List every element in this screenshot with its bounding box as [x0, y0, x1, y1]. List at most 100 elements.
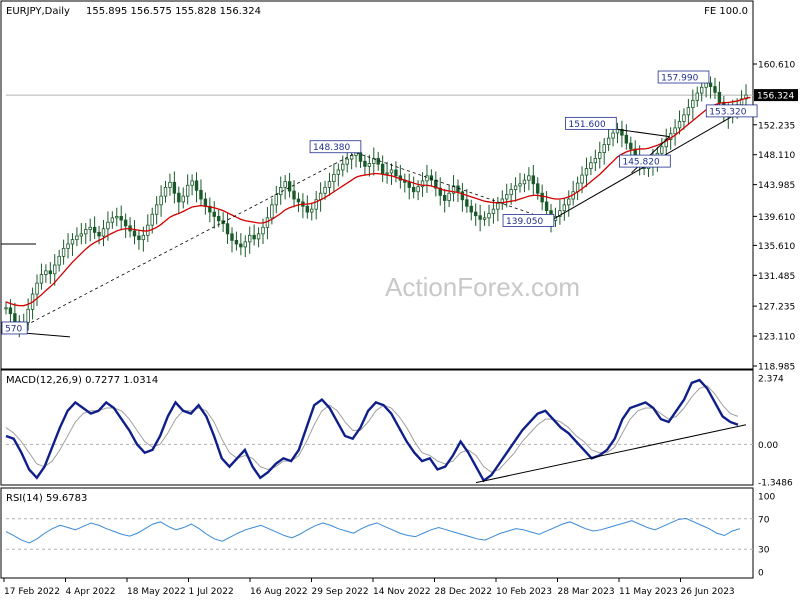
candle-body [101, 228, 106, 237]
x-tick-label: 29 Sep 2022 [312, 587, 369, 597]
macd-trendline [475, 424, 747, 484]
candle-body [66, 243, 70, 249]
candle-body [296, 198, 301, 203]
candle-body [168, 181, 172, 188]
candle-body [363, 160, 367, 167]
price-annotation-box [502, 214, 555, 227]
symbol-label: EURJPY,Daily [6, 6, 70, 17]
rsi-tick-label: 30 [758, 546, 770, 556]
candle-body [677, 120, 682, 129]
candle-body [482, 217, 487, 220]
candle-body [234, 239, 239, 245]
triangle-line [617, 128, 670, 138]
price-tick-label: 160.610 [758, 61, 795, 71]
candle-body [704, 82, 708, 88]
price-annotation-box [705, 104, 758, 118]
candle-body [682, 114, 686, 122]
price-annotation: 151.600 [568, 120, 605, 130]
candle-body [270, 204, 274, 219]
candle-body [274, 194, 278, 206]
price-tick-label: 131.485 [758, 272, 795, 282]
candle-body [177, 192, 181, 203]
candle-body [500, 198, 504, 204]
x-tick-label: 28 Mar 2023 [558, 587, 615, 597]
candle-body [97, 231, 101, 237]
candle-body [496, 202, 500, 210]
candle-body [199, 189, 203, 200]
candle-body [593, 157, 598, 164]
candle-body [598, 152, 602, 159]
rsi-tick-label: 100 [758, 493, 775, 503]
candle-body [110, 217, 115, 223]
x-tick-label: 17 Feb 2022 [4, 587, 60, 597]
candle-body [8, 307, 13, 315]
rsi-title: RSI(14) 59.6783 [6, 493, 87, 504]
price-annotation: 139.050 [506, 217, 543, 227]
candle-body [358, 152, 363, 162]
candle-body [505, 194, 509, 200]
candle-body [57, 255, 61, 266]
last-price-label: 156.324 [757, 92, 794, 102]
macd-tick-label: -1.3486 [758, 479, 793, 489]
candle-body [327, 181, 332, 188]
candle-body [314, 199, 318, 210]
candle-body [451, 185, 456, 194]
price-tick-label: 148.110 [758, 151, 795, 161]
candle-body [380, 163, 385, 175]
candle-body [243, 241, 247, 248]
candle-body [48, 270, 53, 275]
candle-body [310, 208, 314, 213]
axis-layer: 160.610 156.324 152.235 148.110 143.985 139.6… [3, 61, 798, 597]
candle-body [567, 198, 571, 206]
macd-layer [5, 378, 753, 484]
candle-body [602, 144, 606, 153]
candle-body [420, 180, 425, 188]
candle-body [624, 134, 629, 144]
candle-body [88, 226, 92, 230]
candle-body [53, 264, 57, 275]
price-annotation: 570 [5, 324, 22, 334]
candle-body [620, 128, 624, 136]
candle-body [611, 132, 615, 139]
fib-dashed-line [355, 152, 552, 221]
candle-body [190, 180, 194, 186]
price-tick-label: 127.235 [758, 303, 795, 313]
x-tick-label: 16 Aug 2022 [250, 587, 308, 597]
candle-body [411, 187, 416, 193]
candle-body [478, 215, 482, 220]
price-panel [0, 0, 754, 370]
candle-body [239, 243, 243, 248]
candle-body [558, 210, 562, 217]
candle-body [70, 239, 75, 245]
candle-body [208, 205, 212, 213]
candle-body [13, 313, 17, 323]
price-tick-label: 152.235 [758, 121, 795, 131]
candle-body [469, 205, 473, 213]
last-price-box [754, 89, 798, 102]
candle-body [287, 181, 292, 192]
candle-body [487, 213, 491, 219]
candle-body [349, 155, 354, 160]
candle-body [185, 184, 190, 197]
candle-body [79, 233, 84, 237]
candle-body [154, 204, 159, 215]
x-tick-label: 14 Nov 2022 [373, 587, 431, 597]
price-annotation: 153.320 [709, 107, 746, 117]
candle-body [376, 157, 380, 165]
x-tick-label: 4 Apr 2022 [66, 587, 116, 597]
candle-body [44, 270, 48, 275]
candle-body [203, 198, 208, 207]
candle-body [61, 247, 66, 257]
macd-line [5, 378, 739, 483]
candle-body [252, 234, 256, 240]
candle-body [292, 190, 296, 200]
candle-body [660, 146, 664, 154]
ohlc-values: 155.895 156.575 155.828 156.324 [86, 6, 261, 17]
candle-body [115, 216, 119, 219]
fib-dashed-line [25, 152, 357, 326]
candle-body [84, 229, 88, 235]
rsi-panel [0, 487, 754, 579]
candle-body [35, 282, 39, 295]
candle-body [4, 307, 8, 310]
x-tick-label: 10 Feb 2023 [496, 587, 552, 597]
